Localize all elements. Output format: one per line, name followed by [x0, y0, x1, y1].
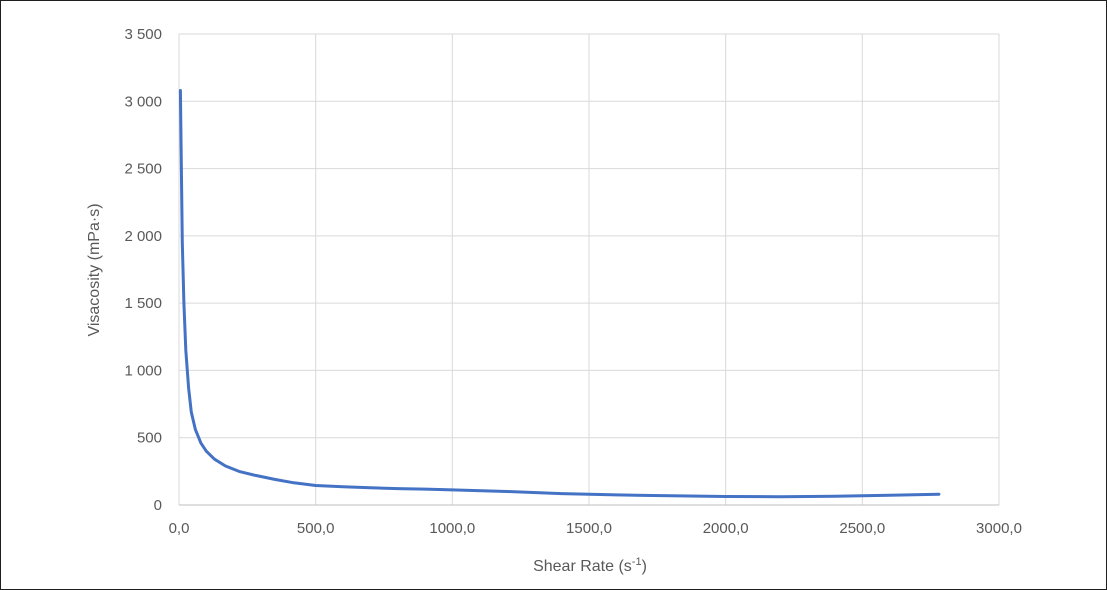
y-tick-label: 0: [154, 497, 162, 514]
x-axis-title-sup: -1: [632, 556, 642, 568]
x-tick-label: 500,0: [297, 520, 335, 537]
y-tick-label: 3 500: [124, 26, 162, 43]
x-tick-label: 3000,0: [976, 520, 1022, 537]
x-tick-label: 0,0: [169, 520, 190, 537]
x-axis-title-suffix: ): [642, 558, 647, 575]
x-axis-title: Shear Rate (s-1): [533, 556, 647, 575]
y-tick-label: 2 000: [124, 228, 162, 245]
gridlines: [178, 33, 1000, 505]
series: [178, 89, 941, 499]
y-tick-label: 3 000: [124, 93, 162, 110]
x-tick-label: 1000,0: [429, 520, 475, 537]
series-line-viscosity: [178, 89, 941, 499]
x-axis-title-main: Shear Rate (s: [533, 558, 632, 575]
y-tick-label: 500: [137, 430, 162, 447]
tick-labels: 0 500 1 000 1 500 2 000 2 500 3 000 3 500 0,0 500…: [124, 26, 1021, 537]
y-axis-title: Visacosity (mPa·s): [86, 203, 103, 336]
x-tick-label: 2000,0: [703, 520, 749, 537]
x-tick-label: 1500,0: [566, 520, 612, 537]
y-tick-label: 2 500: [124, 161, 162, 178]
x-tick-label: 2500,0: [839, 520, 885, 537]
y-tick-label: 1 000: [124, 362, 162, 379]
y-tick-label: 1 500: [124, 295, 162, 312]
